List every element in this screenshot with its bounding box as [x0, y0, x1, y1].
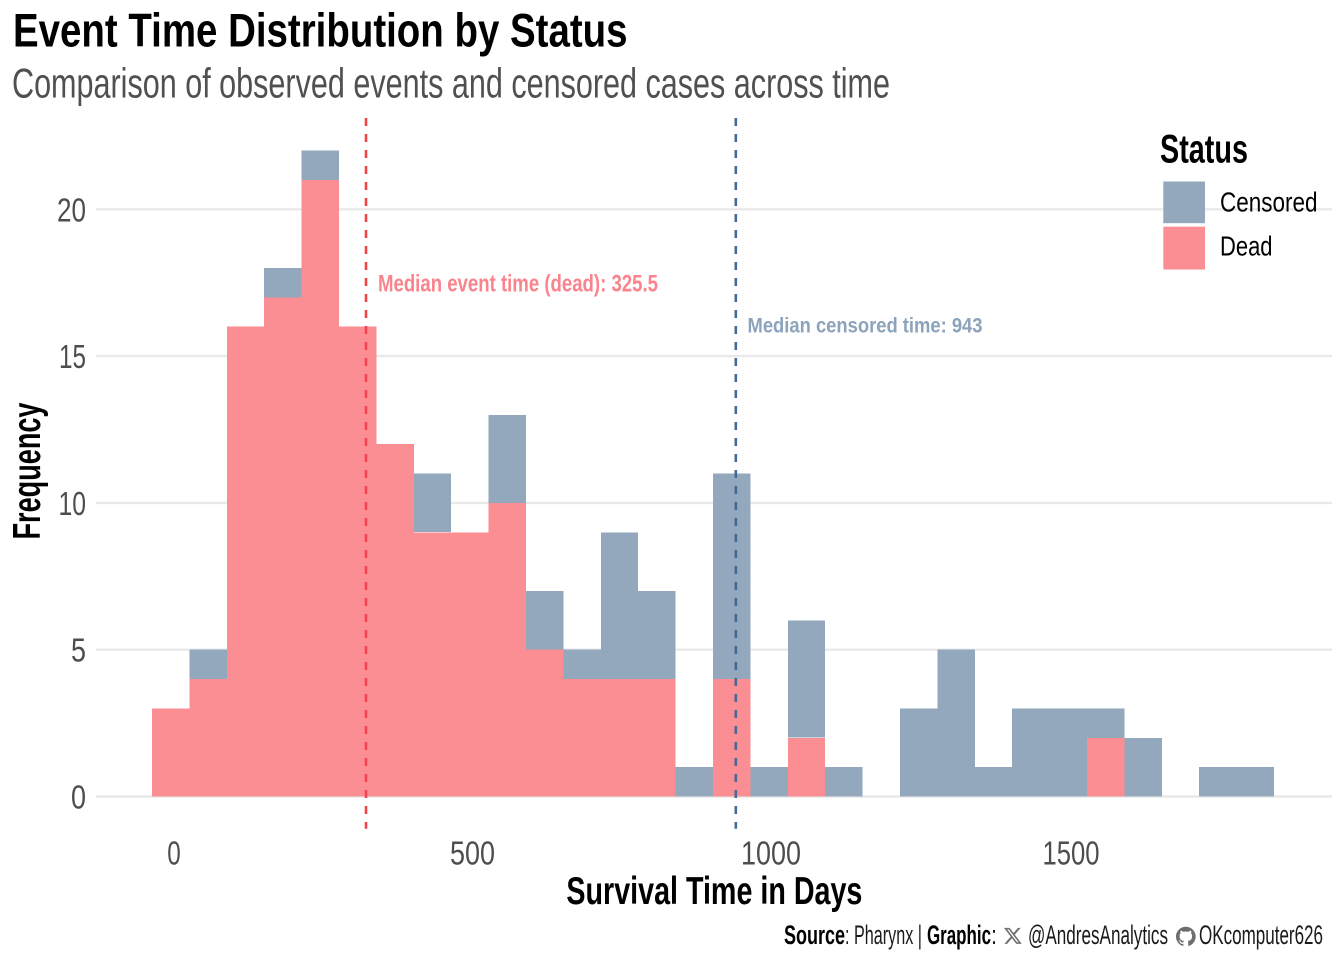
svg-text:Frequency: Frequency	[6, 402, 49, 539]
svg-text:Median event time (dead): 325.: Median event time (dead): 325.5	[378, 271, 658, 298]
svg-text:0: 0	[167, 835, 181, 872]
svg-text:500: 500	[450, 835, 495, 872]
svg-text:Survival Time in Days: Survival Time in Days	[566, 870, 862, 913]
svg-text:1500: 1500	[1043, 835, 1100, 872]
svg-text:Censored: Censored	[1220, 187, 1318, 218]
svg-text::: :	[991, 920, 997, 950]
svg-text:Status: Status	[1160, 128, 1248, 172]
svg-text:Event Time Distribution by Sta: Event Time Distribution by Status	[13, 4, 628, 57]
svg-text:1000: 1000	[741, 835, 801, 872]
svg-text:20: 20	[57, 191, 86, 228]
svg-text:10: 10	[59, 485, 87, 522]
svg-text:Comparison of observed events: Comparison of observed events and censor…	[12, 60, 890, 107]
svg-text:Source: Source	[784, 920, 845, 950]
svg-text:Graphic: Graphic	[927, 920, 991, 950]
svg-text:@AndresAnalytics: @AndresAnalytics	[1028, 920, 1168, 950]
svg-text:5: 5	[71, 632, 86, 669]
svg-text:Median censored time: 943: Median censored time: 943	[748, 314, 983, 337]
svg-text:: Pharynx |: : Pharynx |	[845, 920, 922, 950]
svg-text:OKcomputer626: OKcomputer626	[1199, 920, 1323, 950]
svg-text:0: 0	[71, 779, 86, 816]
svg-text:Dead: Dead	[1220, 230, 1273, 261]
svg-text:15: 15	[59, 338, 86, 375]
